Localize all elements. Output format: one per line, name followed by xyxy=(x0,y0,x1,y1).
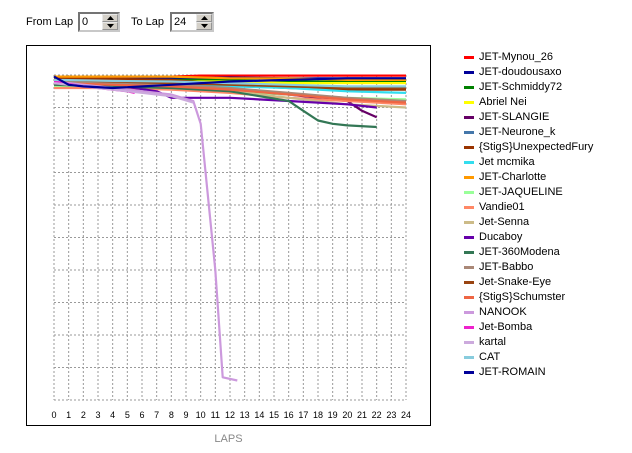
legend-label: JET-360Modena xyxy=(479,246,560,258)
x-tick-label: 15 xyxy=(269,410,279,420)
legend-swatch xyxy=(464,86,474,89)
x-tick-label: 23 xyxy=(386,410,396,420)
legend-swatch xyxy=(464,356,474,359)
x-tick-label: 3 xyxy=(95,410,100,420)
to-lap-value[interactable]: 24 xyxy=(174,16,187,28)
legend-swatch xyxy=(464,296,474,299)
legend-swatch xyxy=(464,116,474,119)
x-tick-label: 7 xyxy=(154,410,159,420)
to-lap-spinner[interactable]: 24 xyxy=(170,12,214,32)
legend-label: Abriel Nei xyxy=(479,96,527,108)
legend-swatch xyxy=(464,56,474,59)
legend-swatch xyxy=(464,341,474,344)
x-tick-label: 1 xyxy=(66,410,71,420)
legend-swatch xyxy=(464,236,474,239)
x-tick-label: 14 xyxy=(254,410,264,420)
from-lap-value[interactable]: 0 xyxy=(82,16,89,28)
series-line-jet-charlotte xyxy=(54,75,406,82)
arrow-down-icon xyxy=(201,24,208,28)
series-line-stigs-schumster xyxy=(53,82,407,104)
from-lap-up-button[interactable] xyxy=(102,14,118,22)
legend-swatch xyxy=(464,371,474,374)
x-tick-label: 12 xyxy=(225,410,235,420)
x-tick-label: 4 xyxy=(110,410,115,420)
series-line-jet-babbo xyxy=(53,80,407,103)
x-axis-ticks: 0 1 2 3 4 5 6 7 8 9 10 11 12 13 14 15 16 17 18 19 20 21 22 23 24 xyxy=(51,410,411,420)
x-tick-label: 18 xyxy=(313,410,323,420)
legend-label: JET-doudousaxo xyxy=(479,66,562,78)
legend-label: JET-Schmiddy72 xyxy=(479,81,563,93)
legend-label: Vandie01 xyxy=(479,201,525,213)
legend-swatch xyxy=(464,101,474,104)
legend-label: kartal xyxy=(479,336,506,348)
legend-swatch xyxy=(464,191,474,194)
legend-label: JET-Babbo xyxy=(479,261,534,273)
series-line-nanook xyxy=(53,80,238,382)
x-tick-label: 22 xyxy=(372,410,382,420)
grid xyxy=(53,74,407,401)
legend-swatch xyxy=(464,266,474,269)
legend-swatch xyxy=(464,176,474,179)
x-tick-label: 9 xyxy=(183,410,188,420)
legend-swatch xyxy=(464,146,474,149)
legend-swatch xyxy=(464,281,474,284)
legend-label: Jet-Senna xyxy=(479,216,530,228)
legend-label: Jet-Bomba xyxy=(479,321,533,333)
legend-label: Jet-Snake-Eye xyxy=(479,276,552,288)
legend-label: JET-Mynou_26 xyxy=(479,51,553,63)
legend-label: Ducaboy xyxy=(479,231,523,243)
x-tick-label: 19 xyxy=(328,410,338,420)
legend-swatch xyxy=(464,131,474,134)
chart-frame: 0 1 2 3 4 5 6 7 8 9 10 11 12 13 14 15 16 17 18 19 20 21 22 23 24 xyxy=(26,45,431,426)
legend-label: JET-SLANGIE xyxy=(479,111,550,123)
x-axis-label: LAPS xyxy=(214,433,243,445)
x-tick-label: 6 xyxy=(139,410,144,420)
series-line-jet-romain xyxy=(53,75,406,90)
x-tick-label: 0 xyxy=(51,410,56,420)
to-lap-label: To Lap xyxy=(131,16,165,28)
x-tick-label: 17 xyxy=(298,410,308,420)
x-tick-label: 16 xyxy=(284,410,294,420)
x-tick-label: 10 xyxy=(196,410,206,420)
legend-swatch xyxy=(464,311,474,314)
legend-label: {StigS}Schumster xyxy=(479,291,566,303)
to-lap-down-button[interactable] xyxy=(196,22,212,30)
legend-label: Jet mcmika xyxy=(479,156,535,168)
arrow-up-icon xyxy=(201,16,208,20)
legend-label: JET-ROMAIN xyxy=(479,366,546,378)
legend-swatch xyxy=(464,251,474,254)
legend-swatch xyxy=(464,221,474,224)
legend-label: NANOOK xyxy=(479,306,527,318)
x-tick-label: 2 xyxy=(81,410,86,420)
to-lap-up-button[interactable] xyxy=(196,14,212,22)
from-lap-spinner[interactable]: 0 xyxy=(78,12,120,32)
arrow-up-icon xyxy=(107,16,114,20)
from-lap-label: From Lap xyxy=(26,16,74,28)
legend-label: {StigS}UnexpectedFury xyxy=(479,141,594,153)
series-line-cat xyxy=(53,78,406,88)
lap-chart: 0 1 2 3 4 5 6 7 8 9 10 11 12 13 14 15 16 17 18 19 20 21 22 23 24 xyxy=(51,74,411,420)
legend-swatch xyxy=(464,161,474,164)
legend-label: JET-Neurone_k xyxy=(479,126,556,138)
legend-swatch xyxy=(464,326,474,329)
x-tick-label: 13 xyxy=(240,410,250,420)
x-tick-label: 8 xyxy=(169,410,174,420)
legend-swatch xyxy=(464,71,474,74)
legend-swatch xyxy=(464,206,474,209)
x-tick-label: 24 xyxy=(401,410,411,420)
x-tick-label: 5 xyxy=(125,410,130,420)
from-lap-down-button[interactable] xyxy=(102,22,118,30)
legend-label: JET-Charlotte xyxy=(479,171,547,183)
x-tick-label: 21 xyxy=(357,410,367,420)
x-tick-label: 11 xyxy=(211,410,220,420)
x-tick-label: 20 xyxy=(342,410,352,420)
arrow-down-icon xyxy=(107,24,114,28)
legend-label: CAT xyxy=(479,351,501,363)
legend-label: JET-JAQUELINE xyxy=(479,186,563,198)
series-lines xyxy=(53,74,407,382)
